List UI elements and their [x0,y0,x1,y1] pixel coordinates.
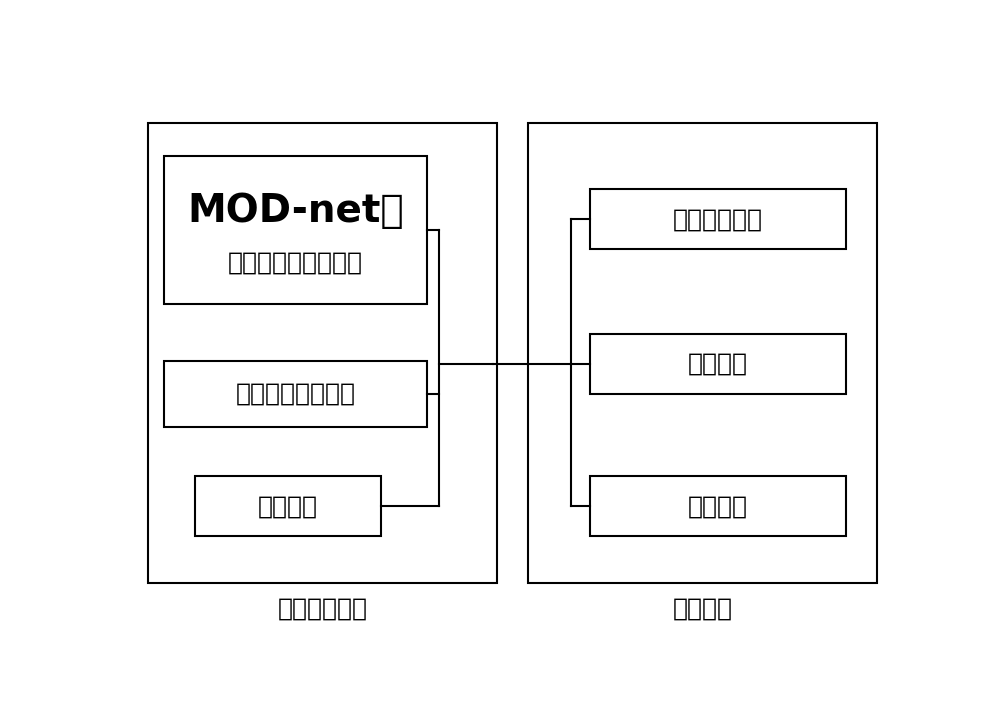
Text: 主控模块: 主控模块 [258,494,318,518]
FancyBboxPatch shape [590,189,846,249]
FancyBboxPatch shape [148,124,497,583]
Text: 络眼动数据分析模块: 络眼动数据分析模块 [228,251,363,275]
FancyBboxPatch shape [195,476,381,536]
FancyBboxPatch shape [528,124,877,583]
FancyBboxPatch shape [164,361,427,427]
FancyBboxPatch shape [590,476,846,536]
Text: 促醒模块: 促醒模块 [688,494,748,518]
Text: 后台处理模块: 后台处理模块 [278,596,368,621]
FancyBboxPatch shape [590,334,846,394]
Text: 眼镜本体: 眼镜本体 [672,596,732,621]
Text: 疲劳程度分析模块: 疲劳程度分析模块 [236,382,356,406]
FancyBboxPatch shape [164,156,427,304]
Text: 电源模块: 电源模块 [688,352,748,376]
Text: 图像采集模块: 图像采集模块 [673,207,763,231]
Text: MOD-net网: MOD-net网 [187,192,404,230]
